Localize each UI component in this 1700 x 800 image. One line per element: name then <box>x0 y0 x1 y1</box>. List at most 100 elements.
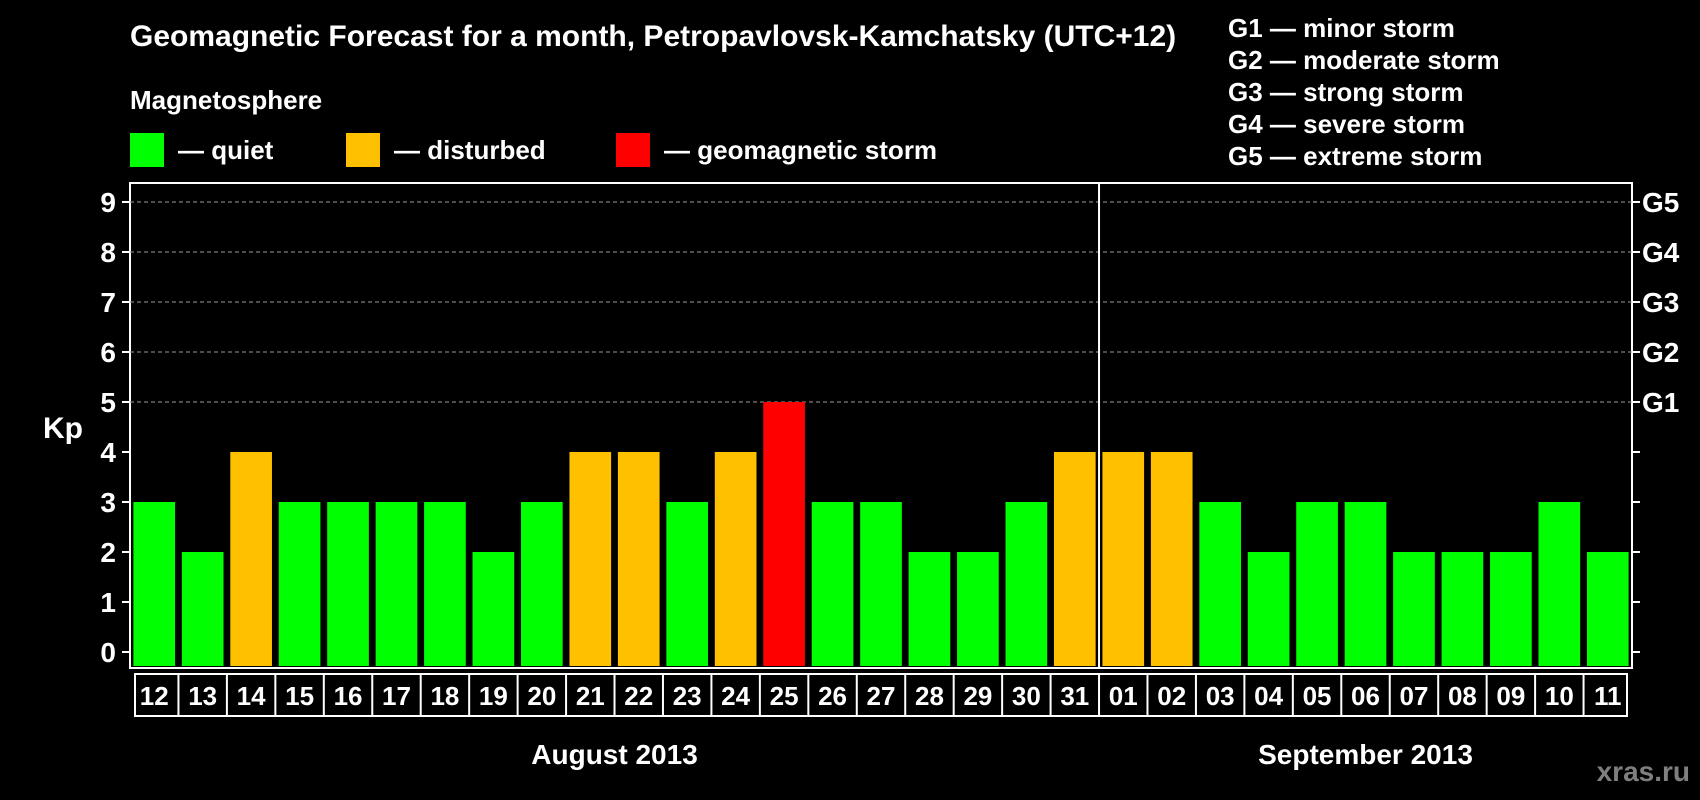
y-tick-label-2: 2 <box>100 537 116 568</box>
x-tick-label-24: 24 <box>721 681 750 711</box>
x-tick-label-26: 26 <box>818 681 847 711</box>
x-tick-label-05: 05 <box>1303 681 1332 711</box>
x-tick-label-07: 07 <box>1400 681 1429 711</box>
x-tick-label-18: 18 <box>430 681 459 711</box>
bar-day-05 <box>1296 502 1338 666</box>
x-tick-label-15: 15 <box>285 681 314 711</box>
storm-level-g2: G2 — moderate storm <box>1228 45 1500 75</box>
y-tick-label-9: 9 <box>100 187 116 218</box>
legend-item-quiet: — quiet <box>130 133 273 167</box>
y-tick-label-5: 5 <box>100 387 116 418</box>
right-axis-label-g5: G5 <box>1642 187 1679 218</box>
legend-heading: Magnetosphere <box>130 85 323 115</box>
x-tick-label-27: 27 <box>867 681 896 711</box>
bar-day-12 <box>133 502 176 666</box>
bar-day-06 <box>1344 502 1387 666</box>
right-axis-label-g3: G3 <box>1642 287 1679 318</box>
bar-day-30 <box>1005 502 1048 666</box>
legend-item-disturbed: — disturbed <box>346 133 546 167</box>
legend-label-disturbed: — disturbed <box>394 134 546 165</box>
bar-day-15 <box>278 502 321 666</box>
plot-frame <box>129 182 1633 669</box>
bar-day-23 <box>666 502 709 666</box>
x-tick-label-23: 23 <box>673 681 702 711</box>
bar-day-20 <box>521 502 563 666</box>
x-tick-label-11: 11 <box>1594 681 1622 711</box>
right-axis-label-g4: G4 <box>1642 237 1680 268</box>
x-tick-label-02: 02 <box>1157 681 1186 711</box>
x-tick-label-01: 01 <box>1109 681 1138 711</box>
x-tick-label-09: 09 <box>1496 681 1525 711</box>
legend-item-storm: — geomagnetic storm <box>616 133 937 167</box>
watermark: xras.ru <box>1596 756 1690 787</box>
bar-day-03 <box>1199 502 1241 666</box>
x-tick-label-13: 13 <box>188 681 217 711</box>
x-tick-label-08: 08 <box>1448 681 1477 711</box>
storm-level-g4: G4 — severe storm <box>1228 109 1466 139</box>
bar-day-02 <box>1150 452 1193 666</box>
storm-level-g1: G1 — minor storm <box>1228 13 1455 43</box>
bar-day-24 <box>714 452 757 666</box>
bar-day-19 <box>472 552 515 666</box>
x-tick-label-10: 10 <box>1545 681 1574 711</box>
x-tick-label-29: 29 <box>963 681 992 711</box>
y-tick-label-1: 1 <box>100 587 116 618</box>
x-tick-label-21: 21 <box>576 681 605 711</box>
x-tick-label-12: 12 <box>140 681 169 711</box>
bar-day-07 <box>1393 552 1435 666</box>
x-tick-label-04: 04 <box>1254 681 1283 711</box>
storm-level-g3: G3 — strong storm <box>1228 77 1464 107</box>
legend-label-storm: — geomagnetic storm <box>664 134 938 165</box>
bar-day-14 <box>230 452 272 666</box>
x-tick-label-03: 03 <box>1206 681 1235 711</box>
legend-swatch-quiet <box>130 133 164 167</box>
bar-day-13 <box>181 552 224 666</box>
x-tick-label-28: 28 <box>915 681 944 711</box>
storm-level-g5: G5 — extreme storm <box>1228 141 1483 171</box>
bar-day-28 <box>908 552 951 666</box>
y-tick-label-3: 3 <box>100 487 116 518</box>
date-label-strip <box>134 673 1628 717</box>
y-tick-label-7: 7 <box>100 287 116 318</box>
bar-day-31 <box>1053 452 1096 666</box>
y-tick-label-6: 6 <box>100 337 116 368</box>
x-tick-label-17: 17 <box>382 681 411 711</box>
chart-title: Geomagnetic Forecast for a month, Petrop… <box>130 20 1177 53</box>
right-axis-label-g1: G1 <box>1642 387 1679 418</box>
legend-swatch-disturbed <box>346 133 380 167</box>
month-label-2: September 2013 <box>1258 739 1473 770</box>
bar-day-09 <box>1490 552 1532 666</box>
bar-day-26 <box>811 502 854 666</box>
bar-day-10 <box>1538 502 1581 666</box>
bar-day-18 <box>424 502 466 666</box>
storm-level-list: G1 — minor storm G2 — moderate storm G3 … <box>1228 12 1500 172</box>
bar-day-11 <box>1586 552 1629 666</box>
bar-day-08 <box>1441 552 1484 666</box>
legend-swatch-storm <box>616 133 650 167</box>
x-tick-label-22: 22 <box>624 681 653 711</box>
legend-label-quiet: — quiet <box>178 134 274 165</box>
bar-day-22 <box>617 452 660 666</box>
x-tick-label-30: 30 <box>1012 681 1041 711</box>
x-tick-label-14: 14 <box>237 681 266 711</box>
x-tick-label-06: 06 <box>1351 681 1380 711</box>
x-tick-label-20: 20 <box>527 681 556 711</box>
x-tick-label-19: 19 <box>479 681 508 711</box>
bar-day-21 <box>569 452 612 666</box>
y-tick-label-0: 0 <box>100 637 116 668</box>
bar-day-04 <box>1247 552 1290 666</box>
bar-day-25 <box>763 402 805 666</box>
month-label-1: August 2013 <box>531 739 698 770</box>
x-tick-label-25: 25 <box>770 681 799 711</box>
bar-day-16 <box>327 502 369 666</box>
y-tick-label-4: 4 <box>100 437 116 468</box>
x-tick-label-16: 16 <box>334 681 363 711</box>
y-axis-label: Kp <box>43 412 83 445</box>
bar-day-01 <box>1102 452 1145 666</box>
right-axis-label-g2: G2 <box>1642 337 1679 368</box>
bar-day-29 <box>957 552 999 666</box>
bar-day-17 <box>375 502 418 666</box>
y-tick-label-8: 8 <box>100 237 116 268</box>
x-tick-label-31: 31 <box>1060 681 1089 711</box>
